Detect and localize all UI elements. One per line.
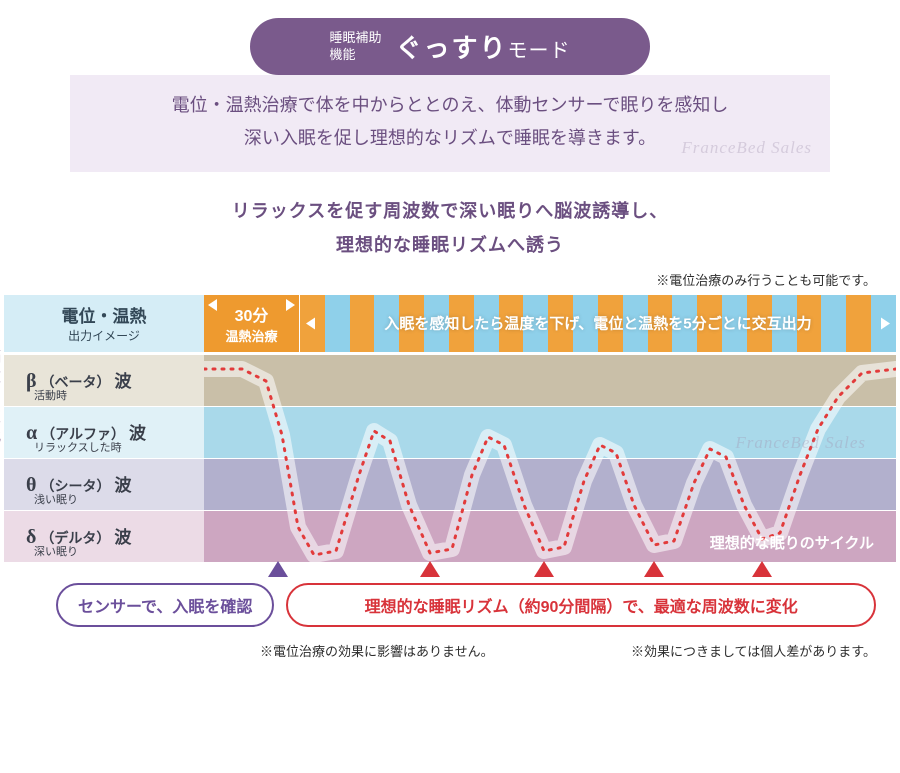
footnote-left: ※電位治療の効果に影響はありません。 <box>260 641 494 660</box>
sensor-pill: センサーで、入眠を確認 <box>56 583 274 627</box>
cycle-caption: 理想的な眠りのサイクル <box>710 532 874 553</box>
brainwave-body <box>204 355 896 406</box>
sub-lead-line-2: 理想的な睡眠リズムへ誘う <box>0 228 900 262</box>
footnote-right: ※効果につきましては個人差があります。 <box>631 641 876 660</box>
output-row-label: 電位・温熱 出力イメージ <box>4 295 204 352</box>
red-marker-icon <box>420 561 440 577</box>
rhythm-pill: 理想的な睡眠リズム（約90分間隔）で、最適な周波数に変化 <box>286 583 876 627</box>
red-marker-icon <box>534 561 554 577</box>
sub-lead: リラックスを促す周波数で深い眠りへ脳波誘導し、 理想的な睡眠リズムへ誘う <box>0 194 900 262</box>
output-label-main: 電位・温熱 <box>4 302 204 327</box>
output-phase-30min: 30分 温熱治療 <box>204 295 300 352</box>
output-row: 電位・温熱 出力イメージ 30分 温熱治療 入眠を感知したら温度を下げ、電位と温… <box>4 295 896 355</box>
brainwave-body <box>204 459 896 510</box>
phase1-bottom: 温熱治療 <box>225 326 277 345</box>
red-marker-icon <box>752 561 772 577</box>
header-prefix: 睡眠補助 機能 <box>329 30 381 63</box>
brainwave-label: θ（シータ）波浅い眠り <box>4 459 204 510</box>
lead-line-2: 深い入眠を促し理想的なリズムで睡眠を導きます。 <box>110 122 790 155</box>
header-title: ぐっすり <box>396 33 508 63</box>
lead-box: 電位・温熱治療で体を中からととのえ、体動センサーで眠りを感知し 深い入眠を促し理… <box>70 75 830 172</box>
brainwave-rows: β（ベータ）波活動時α（アルファ）波リラックスした時θ（シータ）波浅い眠りδ（デ… <box>4 355 896 563</box>
brainwave-row: β（ベータ）波活動時 <box>4 355 896 407</box>
footnote-top: ※電位治療のみ行うことも可能です。 <box>0 270 876 289</box>
lead-line-1: 電位・温熱治療で体を中からととのえ、体動センサーで眠りを感知し <box>110 89 790 122</box>
purple-marker-icon <box>268 561 288 577</box>
header-badge: 睡眠補助 機能 ぐっすりモード <box>250 18 650 75</box>
brainwave-body <box>204 407 896 458</box>
brainwave-label: δ（デルタ）波深い眠り <box>4 511 204 562</box>
sub-lead-line-1: リラックスを促す周波数で深い眠りへ脳波誘導し、 <box>0 194 900 228</box>
phase2-label: 入眠を感知したら温度を下げ、電位と温熱を5分ごとに交互出力 <box>300 313 896 334</box>
phase1-top: 30分 <box>235 302 269 326</box>
cycle-markers <box>204 563 896 577</box>
sleep-chart: 脳波の変化 電位・温熱 出力イメージ 30分 温熱治療 入眠を感知したら温度を下… <box>4 295 896 563</box>
red-marker-icon <box>644 561 664 577</box>
header-suffix: モード <box>508 40 571 62</box>
footnotes: ※電位治療の効果に影響はありません。 ※効果につきましては個人差があります。 <box>260 641 876 660</box>
output-timeline: 30分 温熱治療 入眠を感知したら温度を下げ、電位と温熱を5分ごとに交互出力 <box>204 295 896 352</box>
output-phase-alternating: 入眠を感知したら温度を下げ、電位と温熱を5分ごとに交互出力 <box>300 295 896 352</box>
output-label-sub: 出力イメージ <box>4 327 204 344</box>
brainwave-label: α（アルファ）波リラックスした時 <box>4 407 204 458</box>
pill-row: センサーで、入眠を確認 理想的な睡眠リズム（約90分間隔）で、最適な周波数に変化 <box>56 583 876 627</box>
brainwave-row: θ（シータ）波浅い眠り <box>4 459 896 511</box>
brainwave-label: β（ベータ）波活動時 <box>4 355 204 406</box>
brainwave-row: α（アルファ）波リラックスした時 <box>4 407 896 459</box>
